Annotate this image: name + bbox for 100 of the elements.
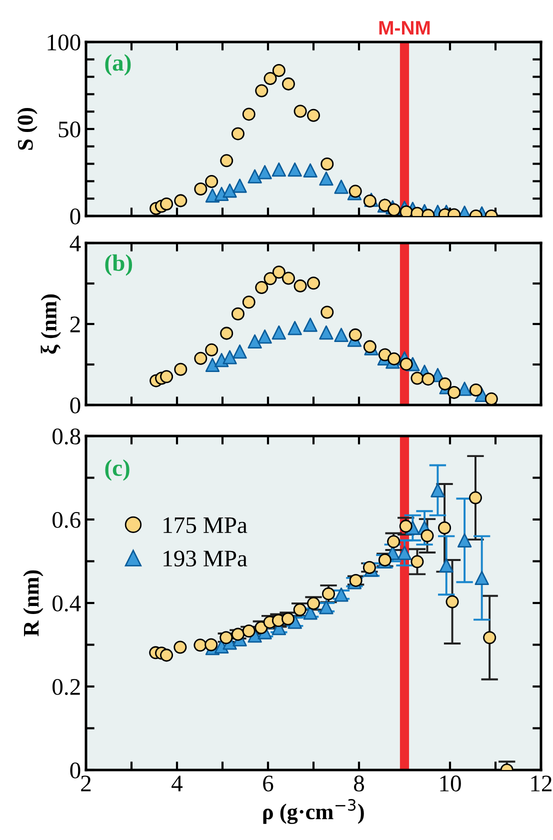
point (282, 77, 295, 90)
point (438, 521, 452, 534)
x-tick-label: 8 (354, 776, 364, 792)
point (420, 529, 434, 542)
point (399, 520, 412, 533)
point (242, 624, 256, 638)
y-tick-label: 2 (70, 316, 80, 332)
point (474, 570, 489, 586)
annotation: (b) (105, 254, 132, 276)
point (194, 352, 208, 365)
point (319, 325, 334, 340)
point (204, 638, 218, 652)
annotation: (c) (105, 459, 130, 481)
point (320, 306, 334, 319)
point (255, 84, 268, 98)
point (469, 384, 482, 397)
point (282, 272, 295, 285)
point (422, 372, 435, 386)
point (294, 104, 307, 118)
point (288, 320, 302, 336)
y-tick-label: 0 (70, 762, 80, 778)
y-tick-label: 0 (70, 208, 80, 224)
point (306, 276, 320, 290)
y-tick-label: 100 (48, 34, 80, 50)
point (174, 194, 188, 208)
point (255, 281, 268, 294)
point (483, 631, 496, 644)
point (220, 154, 234, 168)
y-tick-label: 0.4 (52, 595, 81, 612)
x-tick-label: 12 (531, 776, 552, 792)
x-tick-label: 10 (440, 776, 461, 792)
point (194, 182, 208, 196)
point (160, 370, 174, 384)
point (448, 386, 461, 399)
y-axis-title: S (0) (17, 108, 38, 150)
point (222, 184, 237, 198)
point (222, 350, 237, 364)
point (248, 334, 262, 349)
point (388, 352, 401, 366)
point (232, 344, 247, 359)
point (388, 203, 401, 216)
point (334, 588, 348, 602)
point (248, 169, 262, 184)
point (306, 108, 320, 122)
point (205, 343, 218, 356)
point (258, 165, 272, 180)
point (264, 272, 277, 286)
point (232, 178, 247, 193)
y-tick-label: 50 (58, 121, 80, 138)
point (468, 491, 482, 504)
point (272, 325, 286, 340)
annotation: (a) (105, 54, 131, 76)
band-label: M-NM (379, 21, 430, 34)
point (272, 64, 286, 78)
point (231, 127, 244, 140)
y-axis-title: R (nm) (23, 570, 44, 636)
point (457, 533, 472, 548)
point (303, 163, 318, 178)
point (272, 266, 286, 279)
point (348, 184, 362, 198)
x-axis-title: ρ (g·cm$^{−3}$) (263, 799, 364, 824)
point (322, 587, 336, 600)
legend-label: 193 MPa (164, 550, 248, 567)
point (231, 307, 244, 320)
point (288, 162, 302, 177)
point (242, 108, 256, 121)
point (348, 328, 362, 342)
point (293, 603, 306, 616)
y-tick-label: 4 (70, 236, 81, 252)
point (397, 546, 412, 560)
point (205, 175, 218, 188)
point (258, 329, 272, 344)
point (254, 621, 268, 634)
point (334, 328, 348, 342)
point (220, 326, 234, 340)
point (320, 157, 334, 170)
point (194, 638, 207, 652)
y-tick-label: 0 (70, 397, 80, 414)
point (294, 279, 307, 292)
point (446, 595, 459, 608)
point (349, 574, 362, 587)
point (400, 358, 413, 371)
point (400, 205, 413, 216)
point (174, 640, 187, 654)
y-tick-label: 0.2 (52, 678, 80, 696)
legend-label: 175 MPa (164, 517, 248, 534)
point (205, 358, 220, 372)
point (430, 483, 445, 498)
point (438, 377, 452, 390)
point (334, 180, 348, 194)
point (160, 648, 174, 662)
point (264, 72, 277, 86)
point (272, 162, 286, 177)
point (484, 392, 498, 405)
point (319, 171, 334, 186)
y-tick-label: 0.6 (52, 512, 80, 528)
y-tick-label: 0.8 (52, 428, 80, 445)
point (410, 372, 424, 385)
point (242, 296, 256, 309)
point (160, 197, 174, 210)
